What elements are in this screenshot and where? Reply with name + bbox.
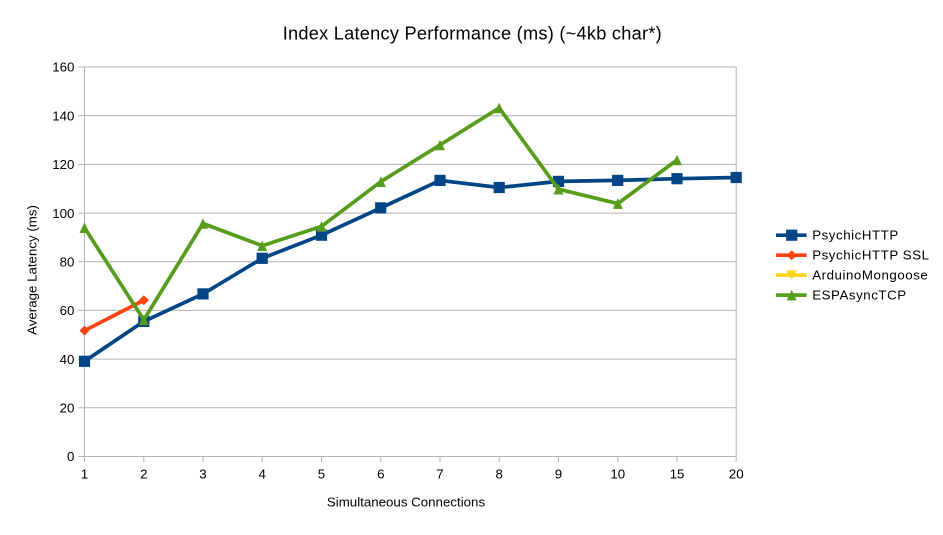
svg-text:20: 20	[60, 401, 75, 416]
svg-text:PsychicHTTP SSL: PsychicHTTP SSL	[812, 248, 929, 263]
svg-text:2: 2	[140, 467, 147, 482]
svg-text:Index Latency Performance (ms): Index Latency Performance (ms) (~4kb cha…	[283, 23, 662, 43]
svg-text:ArduinoMongoose: ArduinoMongoose	[812, 268, 928, 283]
svg-text:140: 140	[52, 108, 74, 123]
svg-text:5: 5	[318, 467, 325, 482]
svg-text:120: 120	[52, 157, 74, 172]
svg-text:40: 40	[60, 352, 75, 367]
svg-text:10: 10	[610, 467, 625, 482]
svg-text:100: 100	[52, 206, 74, 221]
svg-text:1: 1	[81, 467, 88, 482]
svg-text:160: 160	[52, 60, 74, 75]
svg-text:ESPAsyncTCP: ESPAsyncTCP	[812, 288, 906, 303]
svg-text:20: 20	[729, 467, 744, 482]
svg-text:0: 0	[67, 449, 74, 464]
svg-text:Simultaneous Connections: Simultaneous Connections	[327, 495, 486, 510]
svg-text:7: 7	[436, 467, 443, 482]
svg-text:9: 9	[555, 467, 562, 482]
svg-text:Average Latency (ms): Average Latency (ms)	[25, 205, 40, 335]
svg-text:60: 60	[60, 303, 75, 318]
svg-text:PsychicHTTP: PsychicHTTP	[812, 228, 899, 243]
svg-text:4: 4	[258, 467, 265, 482]
svg-text:80: 80	[60, 254, 75, 269]
svg-text:8: 8	[495, 467, 502, 482]
svg-text:6: 6	[377, 467, 384, 482]
svg-text:15: 15	[670, 467, 685, 482]
svg-text:3: 3	[199, 467, 206, 482]
